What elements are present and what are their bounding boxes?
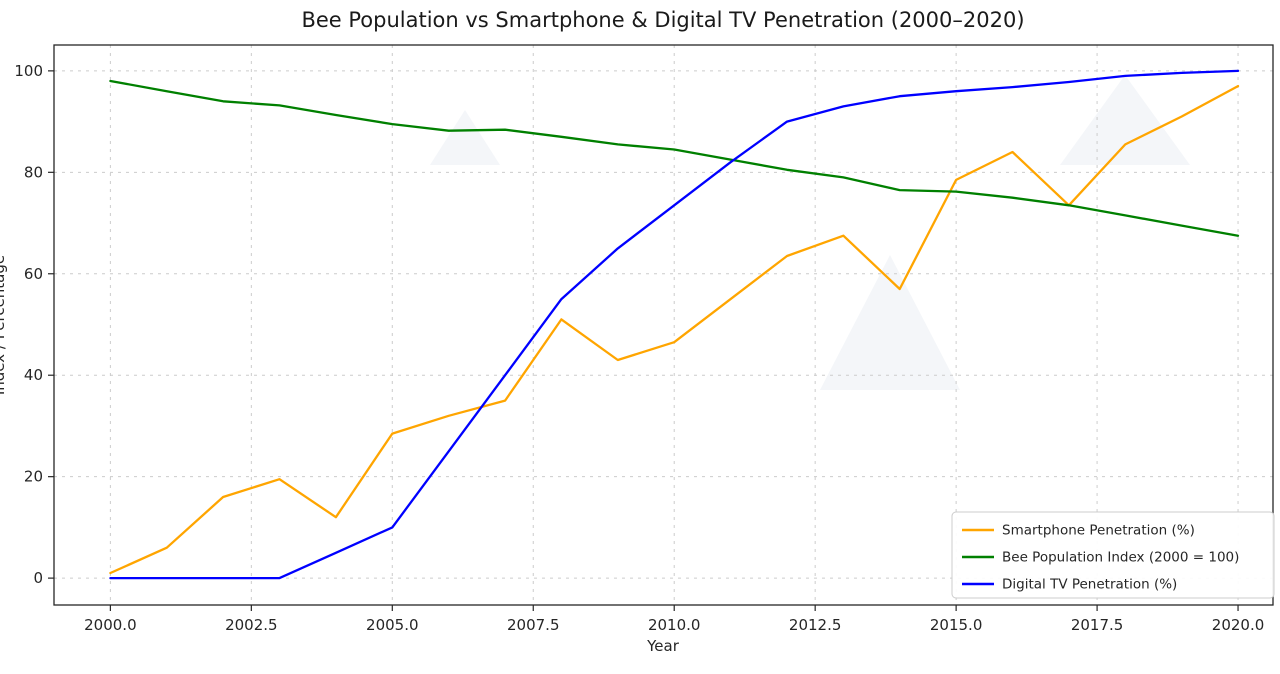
x-tick-label: 2002.5 — [225, 616, 278, 634]
plot-border — [53, 44, 1274, 606]
watermark-triangle — [1060, 75, 1190, 165]
legend: Smartphone Penetration (%) Bee Populatio… — [951, 511, 1275, 599]
y-axis-label: Index / Percentage — [0, 255, 8, 395]
x-tick-label: 2012.5 — [789, 616, 842, 634]
watermark-triangle — [430, 110, 500, 165]
legend-label-digital-tv: Digital TV Penetration (%) — [1002, 577, 1177, 593]
legend-entry-bee-population: Bee Population Index (2000 = 100) — [962, 550, 1239, 566]
tick-layer: 2000.0 2002.5 2005.0 2007.5 2010.0 2012.5 2015… — [14, 62, 1264, 634]
watermark-triangle — [820, 255, 960, 390]
y-tick-label: 20 — [24, 468, 43, 486]
x-tick-label: 2015.0 — [930, 616, 983, 634]
x-tick-label: 2007.5 — [507, 616, 560, 634]
x-tick-label: 2005.0 — [366, 616, 419, 634]
y-tick-label: 0 — [33, 569, 43, 587]
legend-entry-digital-tv: Digital TV Penetration (%) — [962, 577, 1177, 593]
x-tick-label: 2000.0 — [84, 616, 137, 634]
series-layer — [109, 69, 1240, 580]
legend-label-smartphone: Smartphone Penetration (%) — [1002, 523, 1195, 539]
series-bee-population-index-2000-100 — [109, 79, 1240, 237]
x-tick-label: 2017.5 — [1071, 616, 1124, 634]
legend-entry-smartphone: Smartphone Penetration (%) — [962, 523, 1195, 539]
y-tick-label: 60 — [24, 265, 43, 283]
legend-box — [951, 511, 1275, 599]
x-axis-label: Year — [646, 637, 680, 655]
y-tick-label: 40 — [24, 366, 43, 384]
y-tick-label: 80 — [24, 163, 43, 181]
x-tick-label: 2010.0 — [648, 616, 701, 634]
series-digital-tv-penetration — [109, 69, 1240, 580]
legend-label-bee-population: Bee Population Index (2000 = 100) — [1002, 550, 1239, 566]
chart-title: Bee Population vs Smartphone & Digital T… — [301, 8, 1024, 32]
y-tick-label: 100 — [14, 62, 43, 80]
series-smartphone-penetration — [109, 84, 1240, 575]
x-tick-label: 2020.0 — [1212, 616, 1265, 634]
